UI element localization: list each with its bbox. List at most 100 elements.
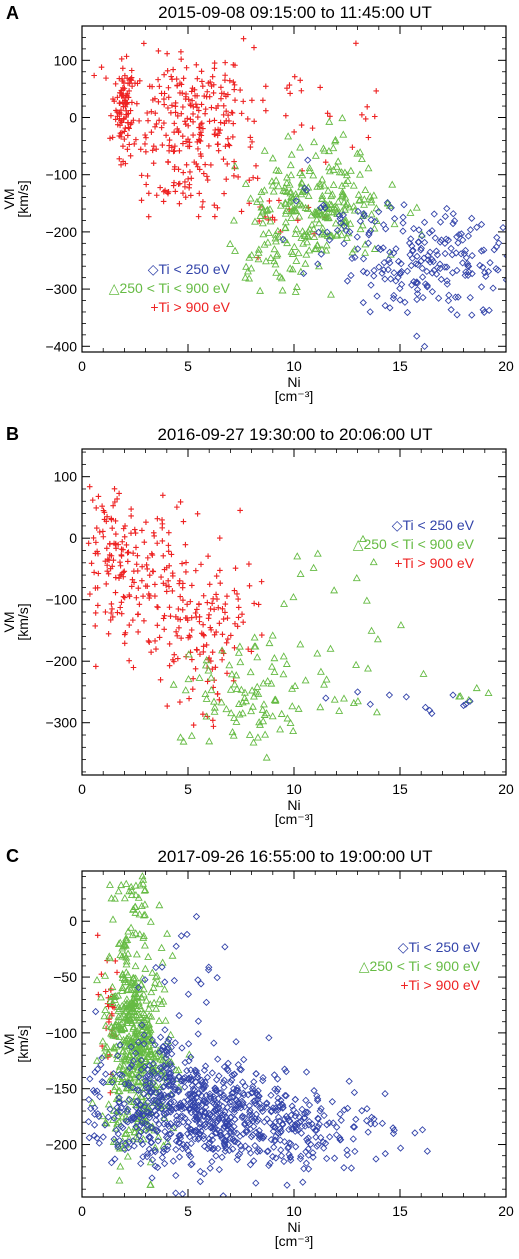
triangle-point [355, 196, 364, 204]
series-diamond [279, 156, 506, 351]
plus-point [198, 101, 205, 108]
x-tick-label: 10 [286, 1203, 302, 1219]
plus-point [145, 638, 152, 644]
triangle-point [318, 224, 327, 232]
triangle-point [146, 1180, 155, 1188]
diamond-point [280, 1157, 288, 1166]
plus-point [186, 181, 193, 188]
diamond-point [323, 228, 331, 236]
diamond-point [299, 1178, 307, 1186]
diamond-point [337, 219, 345, 227]
y-tick-label: −100 [45, 592, 77, 608]
triangle-point [136, 881, 145, 889]
diamond-point [311, 1126, 319, 1135]
triangle-point [114, 939, 123, 948]
triangle-point [288, 702, 297, 710]
diamond-point [223, 1132, 231, 1140]
diamond-point [152, 1116, 160, 1124]
diamond-point [212, 1152, 220, 1160]
diamond-point [164, 1142, 172, 1150]
triangle-point [103, 1049, 112, 1057]
diamond-point [443, 280, 451, 288]
diamond-point [180, 1098, 188, 1106]
diamond-point [239, 1130, 247, 1138]
triangle-point [390, 219, 399, 228]
plus-point [146, 83, 153, 90]
triangle-point [139, 1008, 148, 1017]
plus-point [110, 96, 116, 102]
diamond-point [153, 1074, 162, 1082]
diamond-point [187, 1093, 195, 1102]
triangle-point [321, 200, 329, 209]
diamond-point [302, 1159, 311, 1167]
plus-point [179, 90, 186, 97]
diamond-point [151, 1041, 159, 1049]
plus-point [199, 78, 205, 85]
plus-point [191, 86, 198, 93]
diamond-point [342, 226, 350, 235]
diamond-point [163, 1120, 172, 1128]
diamond-point [466, 697, 474, 705]
plus-point [198, 132, 205, 139]
diamond-point [202, 1098, 211, 1107]
diamond-point [468, 214, 476, 222]
plus-point [153, 146, 159, 153]
diamond-point [376, 245, 385, 254]
triangle-point [270, 667, 279, 675]
triangle-point [184, 650, 193, 658]
plus-point [132, 530, 139, 536]
diamond-point [279, 1103, 287, 1111]
triangle-point [117, 1025, 126, 1033]
plus-point [317, 84, 323, 91]
triangle-point [296, 569, 305, 578]
plus-point [120, 65, 126, 72]
triangle-point [260, 186, 269, 194]
diamond-point [113, 1109, 121, 1117]
diamond-point [206, 1164, 214, 1172]
triangle-point [332, 231, 341, 239]
diamond-point [250, 1078, 258, 1086]
triangle-point [248, 702, 257, 710]
plus-point [194, 511, 201, 517]
plus-point [126, 593, 133, 600]
plus-point [139, 563, 145, 570]
diamond-point [217, 1109, 225, 1117]
plus-point [122, 97, 128, 103]
plus-point [188, 175, 195, 182]
plus-point [133, 594, 140, 601]
diamond-point [184, 1118, 193, 1126]
diamond-point [339, 211, 348, 219]
triangle-point [122, 1034, 131, 1042]
diamond-point [265, 1161, 273, 1170]
plus-point [112, 116, 119, 123]
triangle-point [130, 1127, 139, 1135]
plus-point [117, 562, 124, 569]
triangle-point [210, 697, 218, 705]
diamond-point [152, 1110, 160, 1119]
plus-point [117, 572, 124, 578]
triangle-point [107, 894, 116, 902]
plus-point [276, 197, 282, 204]
diamond-point [233, 1084, 241, 1092]
diamond-point [208, 1132, 216, 1140]
triangle-point [338, 113, 347, 122]
plus-point [120, 546, 126, 553]
triangle-point [121, 1129, 130, 1138]
plus-point [126, 657, 132, 664]
diamond-point [432, 270, 441, 278]
triangle-point [137, 901, 146, 910]
triangle-point [232, 671, 241, 679]
plus-point [114, 609, 121, 616]
y-tick-label: 0 [69, 110, 77, 126]
x-tick-label: 0 [78, 781, 86, 797]
diamond-point [304, 1138, 312, 1146]
plus-point [219, 656, 225, 663]
plus-point [164, 68, 171, 74]
diamond-point [172, 1145, 180, 1154]
diamond-point [148, 1174, 156, 1182]
triangle-point [281, 218, 290, 226]
plus-point [189, 656, 195, 663]
plus-point [238, 110, 245, 117]
triangle-point [302, 250, 311, 258]
